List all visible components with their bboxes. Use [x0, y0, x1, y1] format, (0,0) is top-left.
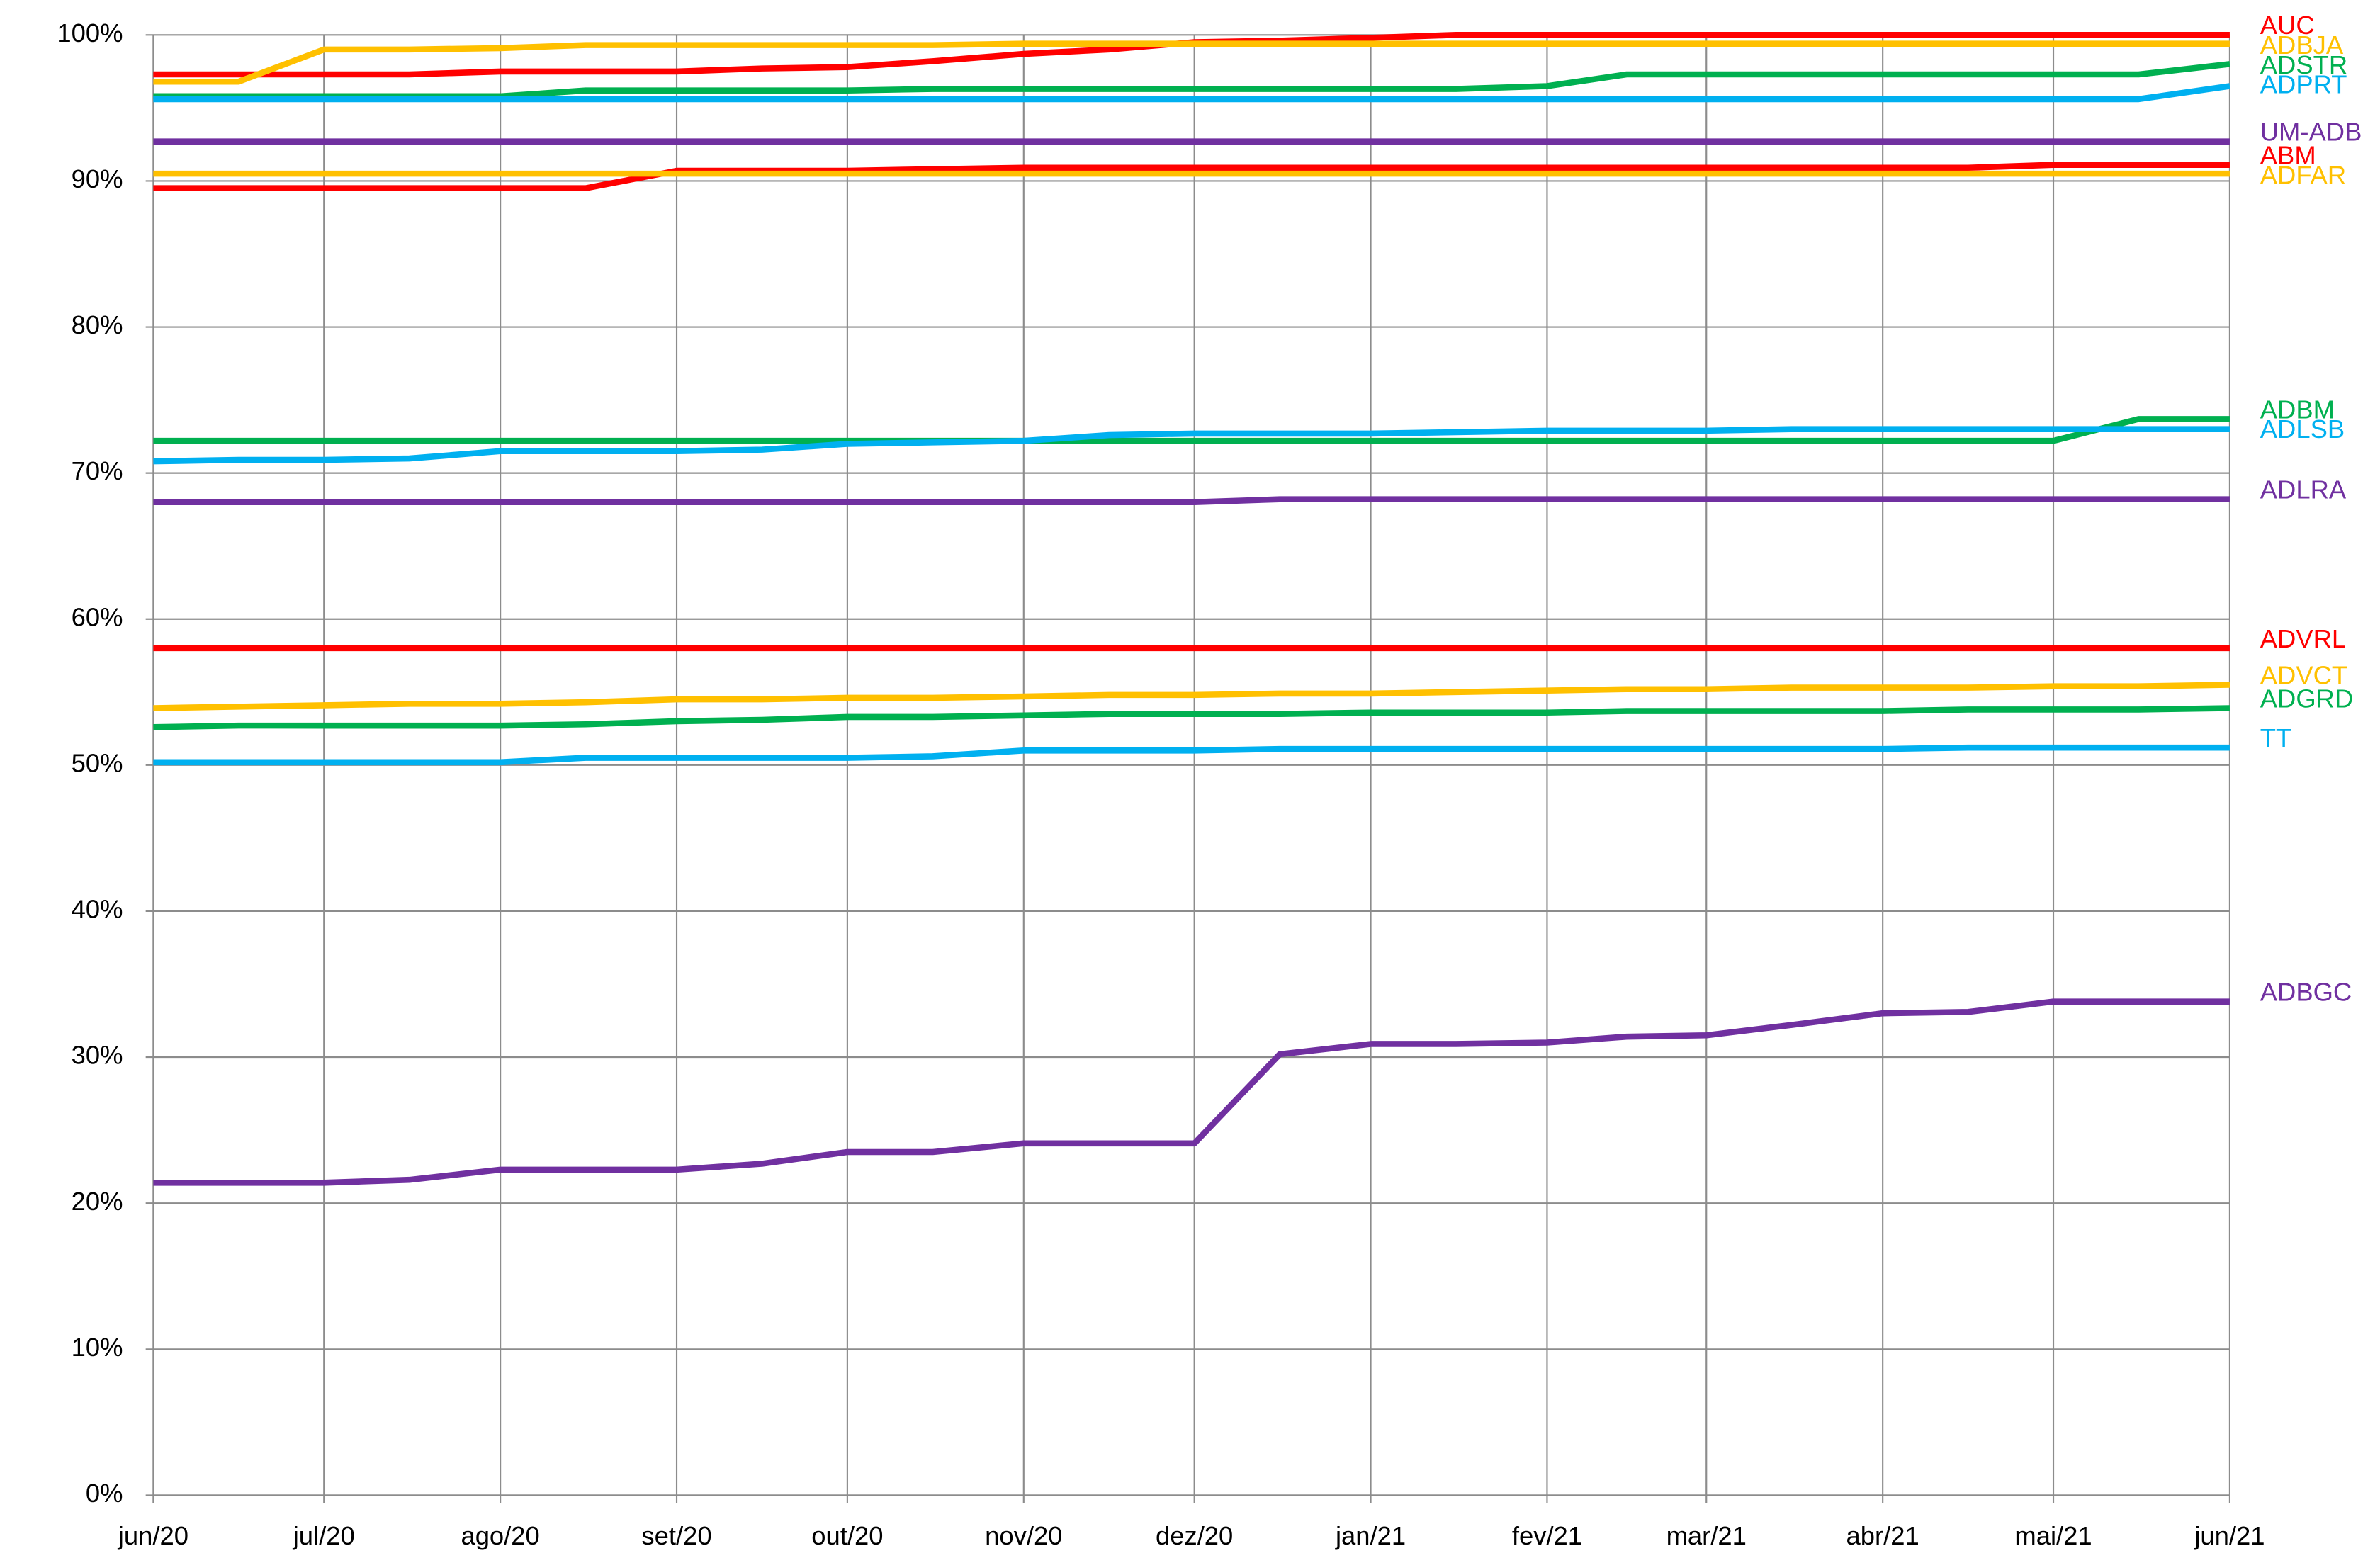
series-line: [153, 744, 2230, 766]
x-tick-label: mar/21: [1666, 1521, 1747, 1550]
x-tick-label: jan/21: [1335, 1521, 1406, 1550]
y-tick-label: 60%: [72, 602, 123, 631]
legend-label: UM-ADB: [2260, 118, 2362, 147]
series-line: [153, 162, 2230, 191]
legend-label: ADBGC: [2260, 978, 2352, 1007]
x-tick-label: mai/21: [2014, 1521, 2092, 1550]
legend-label: ADBM: [2260, 395, 2335, 424]
series-line: [153, 682, 2230, 711]
y-tick-label: 0%: [86, 1479, 123, 1508]
series-line: [153, 705, 2230, 730]
x-tick-label: dez/20: [1156, 1521, 1233, 1550]
legend-label: ADGRD: [2260, 684, 2353, 713]
x-tick-label: nov/20: [985, 1521, 1062, 1550]
y-tick-label: 30%: [72, 1041, 123, 1070]
legend-label: ADVRL: [2260, 624, 2346, 653]
legend-label: ADBJA: [2260, 30, 2344, 60]
series-line: [153, 998, 2230, 1186]
series-line: [153, 83, 2230, 103]
x-tick-label: jun/21: [2194, 1521, 2265, 1550]
legend-label: TT: [2260, 723, 2291, 752]
series-line: [153, 496, 2230, 506]
legend-label: AUC: [2260, 11, 2315, 40]
x-tick-label: out/20: [811, 1521, 883, 1550]
series-line: [153, 426, 2230, 465]
legend-label: ADFAR: [2260, 160, 2346, 189]
series-line: [153, 416, 2230, 444]
y-tick-label: 90%: [72, 164, 123, 193]
x-tick-label: jul/20: [293, 1521, 355, 1550]
legend-label: ADLRA: [2260, 475, 2347, 504]
legend-label: ADSTR: [2260, 50, 2347, 79]
y-tick-label: 20%: [72, 1187, 123, 1216]
x-tick-label: fev/21: [1512, 1521, 1582, 1550]
series-line: [153, 40, 2230, 85]
legend-label: ADPRT: [2260, 70, 2347, 99]
legend-label: ADLSB: [2260, 414, 2345, 444]
x-tick-label: set/20: [641, 1521, 711, 1550]
legend-label: ABM: [2260, 141, 2316, 170]
series-line: [153, 61, 2230, 100]
x-tick-label: ago/20: [461, 1521, 539, 1550]
y-tick-label: 70%: [72, 456, 123, 485]
x-tick-label: abr/21: [1846, 1521, 1919, 1550]
y-tick-label: 100%: [57, 18, 123, 47]
y-tick-label: 40%: [72, 895, 123, 924]
legend-label: ADVCT: [2260, 660, 2347, 689]
x-tick-label: jun/20: [118, 1521, 188, 1550]
y-tick-label: 80%: [72, 310, 123, 339]
y-tick-label: 10%: [72, 1333, 123, 1362]
y-tick-label: 50%: [72, 748, 123, 777]
